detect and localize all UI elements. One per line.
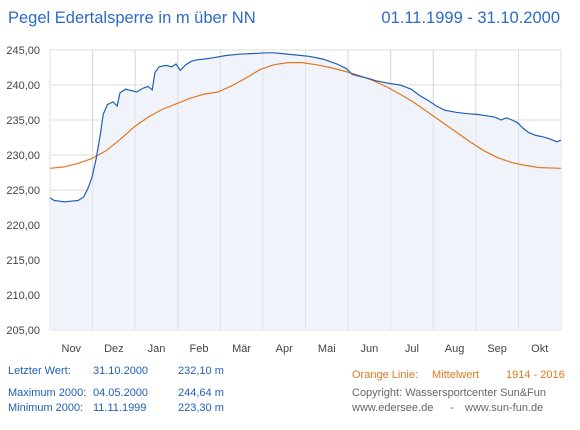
stat-max-value: 244,64 m: [178, 387, 224, 399]
x-tick-label: Aug: [445, 343, 465, 355]
legend-orange-years: 1914 - 2016: [506, 369, 565, 381]
stat-last-label: Letzter Wert:: [8, 365, 71, 377]
line-layer: [49, 52, 562, 203]
y-tick-label: 235,00: [6, 115, 40, 127]
legend-orange-desc: Mittelwert: [432, 369, 480, 381]
x-tick-label: Jan: [148, 343, 166, 355]
area-layer: [50, 50, 561, 331]
copyright-text: Copyright: Wassersportcenter Sun&Fun: [352, 387, 547, 399]
x-tick-label: Apr: [276, 343, 293, 355]
x-tick-label: Jun: [361, 343, 379, 355]
x-tick-label: Jul: [405, 343, 419, 355]
y-tick-label: 205,00: [6, 325, 40, 337]
x-tick-label: Dez: [104, 343, 124, 355]
x-tick-label: Nov: [62, 343, 82, 355]
y-tick-label: 245,00: [6, 45, 40, 57]
stat-last-value: 232,10 m: [178, 365, 224, 377]
y-tick-label: 210,00: [6, 290, 40, 302]
x-tick-label: Mär: [232, 343, 251, 355]
site-link-sun-fun[interactable]: www.sun-fun.de: [465, 402, 544, 414]
mean-line: [49, 62, 562, 169]
stat-max-label: Maximum 2000:: [8, 387, 87, 399]
x-tick-labels: Nov Dez Jan Feb Mär Apr Mai Jun Jul Aug Sep Okt: [62, 343, 549, 355]
legend-orange-label: Orange Linie:: [352, 369, 419, 381]
x-tick-label: Feb: [190, 343, 209, 355]
stat-min-date: 11.11.1999: [93, 402, 147, 414]
x-tick-label: Okt: [531, 343, 548, 355]
x-tick-label: Sep: [487, 343, 507, 355]
chart-title: Pegel Edertalsperre in m über NN: [8, 9, 256, 27]
site-separator: -: [450, 402, 454, 414]
stat-min-value: 223,30 m: [178, 402, 224, 414]
y-tick-label: 215,00: [6, 255, 40, 267]
stat-max-date: 04.05.2000: [93, 387, 149, 399]
stat-min-label: Minimum 2000:: [8, 402, 84, 414]
y-tick-labels: 205,00 210,00 215,00 220,00 225,00 230,00 235,…: [6, 45, 40, 337]
y-tick-label: 225,00: [6, 185, 40, 197]
x-tick-label: Mai: [318, 343, 336, 355]
chart-period: 01.11.1999 - 31.10.2000: [381, 9, 560, 27]
stat-last-date: 31.10.2000: [93, 365, 149, 377]
y-tick-label: 220,00: [6, 220, 40, 232]
water-level-line: [49, 52, 562, 203]
y-tick-label: 230,00: [6, 150, 40, 162]
site-link-edersee[interactable]: www.edersee.de: [352, 402, 434, 414]
y-tick-label: 240,00: [6, 80, 40, 92]
